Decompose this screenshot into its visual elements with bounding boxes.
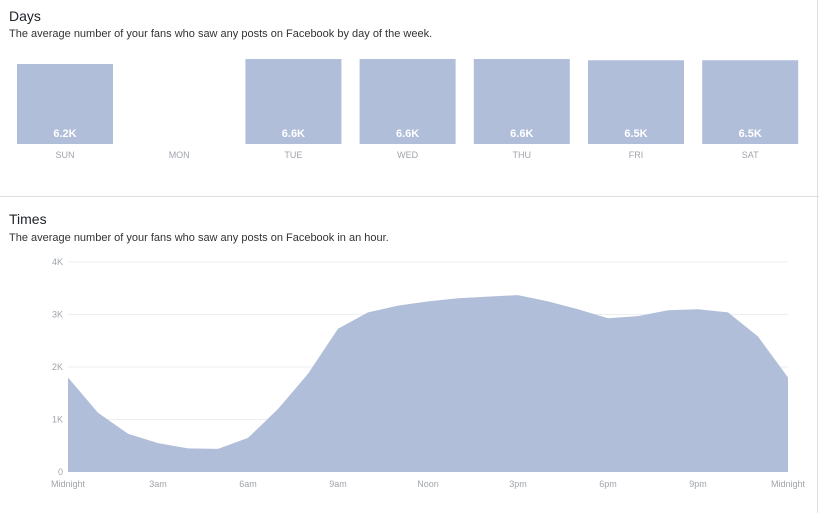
day-label-fri: FRI [629, 150, 644, 160]
bar-fri [588, 60, 684, 144]
series-area [68, 295, 788, 472]
x-tick-label: 3pm [509, 479, 527, 489]
x-tick-label: 3am [149, 479, 167, 489]
bar-value-label-tue: 6.6K [282, 128, 305, 140]
x-tick-label: 6pm [599, 479, 617, 489]
days-section-title: Days [9, 8, 41, 24]
x-tick-label: 6am [239, 479, 257, 489]
times-section-subtitle: The average number of your fans who saw … [9, 232, 389, 244]
bar-sun [17, 64, 113, 144]
section-divider [0, 196, 819, 197]
bar-wed [359, 59, 456, 144]
y-tick-label: 3K [52, 310, 63, 320]
bar-sat [702, 60, 799, 144]
x-tick-label: 9pm [689, 479, 707, 489]
bar-value-label-wed: 6.6K [396, 128, 419, 140]
times-section-title: Times [9, 211, 47, 227]
day-label-wed: WED [397, 150, 418, 160]
day-label-sat: SAT [742, 150, 759, 160]
bar-value-label-fri: 6.5K [624, 128, 647, 140]
bar-value-label-sun: 6.2K [53, 128, 76, 140]
day-label-sun: SUN [55, 150, 74, 160]
days-bar-chart: 6.2K 6.6K 6.6K 6.6K 6.5K 6.5K SUN MON TUE WED THU… [17, 59, 799, 160]
day-label-thu: THU [513, 150, 532, 160]
bar-value-label-sat: 6.5K [739, 128, 762, 140]
y-tick-label: 2K [52, 362, 63, 372]
panel-right-border [817, 0, 818, 513]
y-tick-label: 4K [52, 257, 63, 267]
x-tick-label: Noon [417, 479, 439, 489]
x-tick-label: 9am [329, 479, 347, 489]
bar-value-label-thu: 6.6K [510, 128, 533, 140]
x-tick-label: Midnight [51, 479, 86, 489]
bar-tue [245, 59, 342, 144]
x-tick-label: Midnight [771, 479, 806, 489]
days-section-subtitle: The average number of your fans who saw … [9, 28, 433, 40]
y-tick-label: 1K [52, 415, 63, 425]
day-label-tue: TUE [284, 150, 302, 160]
bar-thu [473, 59, 570, 144]
y-tick-label: 0 [58, 467, 63, 477]
day-label-mon: MON [169, 150, 190, 160]
